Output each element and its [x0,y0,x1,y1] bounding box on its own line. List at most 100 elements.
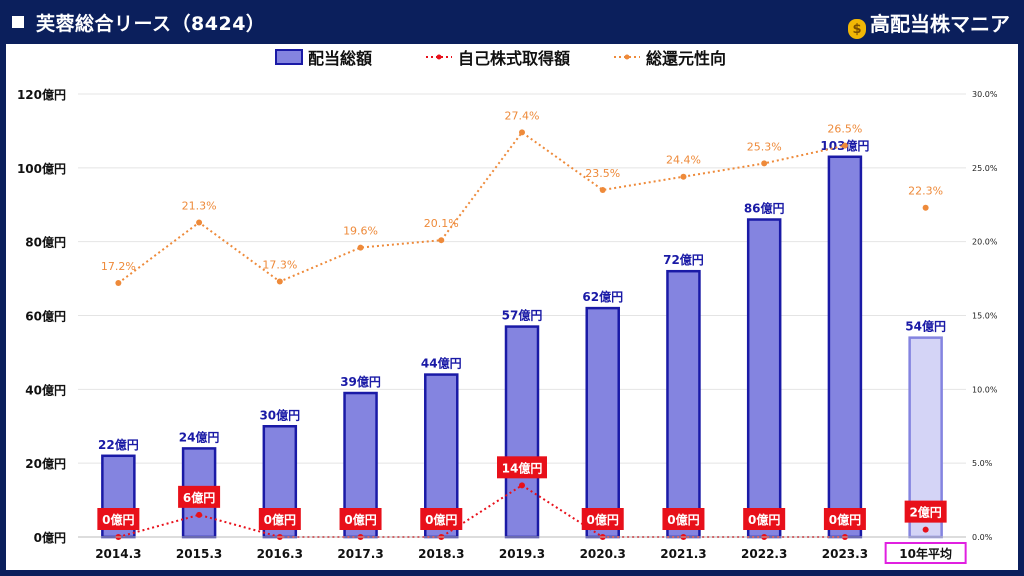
y-right-tick-label: 10.0% [972,385,998,394]
x-tick-label: 2019.3 [499,547,545,561]
y-left-tick-label: 120億円 [17,87,66,102]
payout-ratio-label: 23.5% [585,167,620,180]
payout-ratio-point [276,278,283,285]
legend-label: 総還元性向 [646,49,726,68]
legend-swatch-dot [624,54,630,60]
buyback-label-box [97,508,140,530]
buyback-value-label: 6億円 [183,490,215,505]
payout-ratio-line [117,131,846,284]
buyback-line [118,484,845,538]
bar-value-label: 30億円 [259,407,300,422]
payout-ratio-point [115,280,122,287]
buyback-value-label: 0億円 [587,512,619,527]
bar-value-label: 39億円 [340,374,381,389]
y-left-tick-label: 40億円 [25,382,66,397]
payout-ratio-point [680,173,687,180]
bar [666,269,701,539]
bar [585,306,620,539]
chart-panel: 0億円 20億円 40億円 60億円 80億円 100億円 120億円 0.0% 5.0% 10.… [6,44,1018,570]
payout-ratio-label: 26.5% [827,123,862,136]
payout-ratio-label: 25.3% [747,140,782,153]
buyback-value-label: 0億円 [829,512,861,527]
bar-value-label: 24億円 [179,429,220,444]
buyback-label-box [497,456,547,479]
payout-ratio-point [599,186,606,193]
buyback-value-label: 0億円 [748,512,780,527]
buyback-value-label: 14億円 [502,460,543,475]
legend-label: 自己株式取得額 [458,49,570,68]
legend-label: 配当総額 [308,49,372,68]
bar-value-label: 57億円 [502,308,543,323]
bar-value-label: 22億円 [98,437,139,452]
payout-ratio-point [761,160,768,167]
buyback-label-box [743,508,786,530]
buyback-value-label: 0億円 [425,512,457,527]
x-tick-label: 2015.3 [176,547,222,561]
x-tick-label: 2021.3 [660,547,706,561]
payout-ratio-point [841,142,848,149]
buyback-value-label: 0億円 [264,512,296,527]
x-tick-label: 2020.3 [580,547,626,561]
payout-ratio-label: 17.2% [101,260,136,273]
buyback-label-box [339,508,382,530]
page-title: 芙蓉総合リース（8424） [12,9,265,36]
payout-ratio-label: 17.3% [262,259,297,272]
buyback-label-box [823,508,866,530]
buyback-value-label: 0億円 [667,512,699,527]
buyback-value-label: 0億円 [344,512,376,527]
square-bullet-icon [12,16,24,28]
payout-ratio-label: 27.4% [505,109,540,122]
bar-value-label: 72億円 [663,252,704,267]
x-tick-label: 2014.3 [95,547,141,561]
legend-swatch-dot [436,54,442,60]
title-text: 芙蓉総合リース（8424） [36,13,266,35]
payout-ratio-point [519,129,525,136]
payout-ratio-point [438,237,445,244]
brand-logo: $ 高配当株マニア [848,8,1010,39]
payout-ratio-point [357,244,364,251]
y-right-tick-label: 15.0% [972,312,998,321]
x-tick-label: 10年平均 [899,546,952,561]
y-left-tick-label: 100億円 [17,161,66,176]
buyback-value-label: 2億円 [909,505,941,520]
buyback-label-box [904,500,947,523]
buyback-label-box [258,508,301,530]
average-label-box [884,542,967,564]
buyback-point [519,482,525,489]
bar-value-label: 54億円 [905,319,946,334]
x-tick-label: 2022.3 [741,547,787,561]
y-right-tick-label: 30.0% [972,90,998,99]
chart: 0億円 20億円 40億円 60億円 80億円 100億円 120億円 0.0% 5.0% 10.… [17,49,998,564]
y-right-tick-label: 20.0% [972,238,998,247]
buyback-label-box [581,508,624,530]
payout-ratio-point [922,204,929,211]
payout-ratio-label: 21.3% [182,199,217,212]
brand-text: 高配当株マニア [870,12,1010,36]
buyback-point [196,511,203,518]
bar [746,218,782,539]
bar [504,325,540,539]
buyback-label-box [178,485,221,508]
payout-ratio-label: 20.1% [424,217,459,230]
legend-swatch [275,49,303,65]
bar [827,155,863,539]
buyback-value-label: 0億円 [102,512,134,527]
x-tick-label: 2016.3 [257,547,303,561]
y-right-tick-label: 0.0% [972,533,993,542]
money-bag-icon: $ [848,19,866,39]
bar-value-label: 62億円 [582,289,623,304]
x-tick-label: 2017.3 [337,547,383,561]
buyback-point [922,526,929,533]
y-right-tick-label: 5.0% [972,459,993,468]
header-bar: 芙蓉総合リース（8424） $ 高配当株マニア [0,0,1024,44]
buyback-label-box [420,508,463,530]
payout-ratio-point [196,219,203,226]
x-tick-label: 2023.3 [822,547,868,561]
y-right-tick-label: 25.0% [972,164,998,173]
bar-value-label: 44億円 [421,356,462,371]
y-left-tick-label: 60億円 [25,309,66,324]
bar-value-label: 86億円 [744,201,785,216]
x-tick-label: 2018.3 [418,547,464,561]
buyback-label-box [662,508,705,530]
payout-ratio-label: 19.6% [343,225,378,238]
